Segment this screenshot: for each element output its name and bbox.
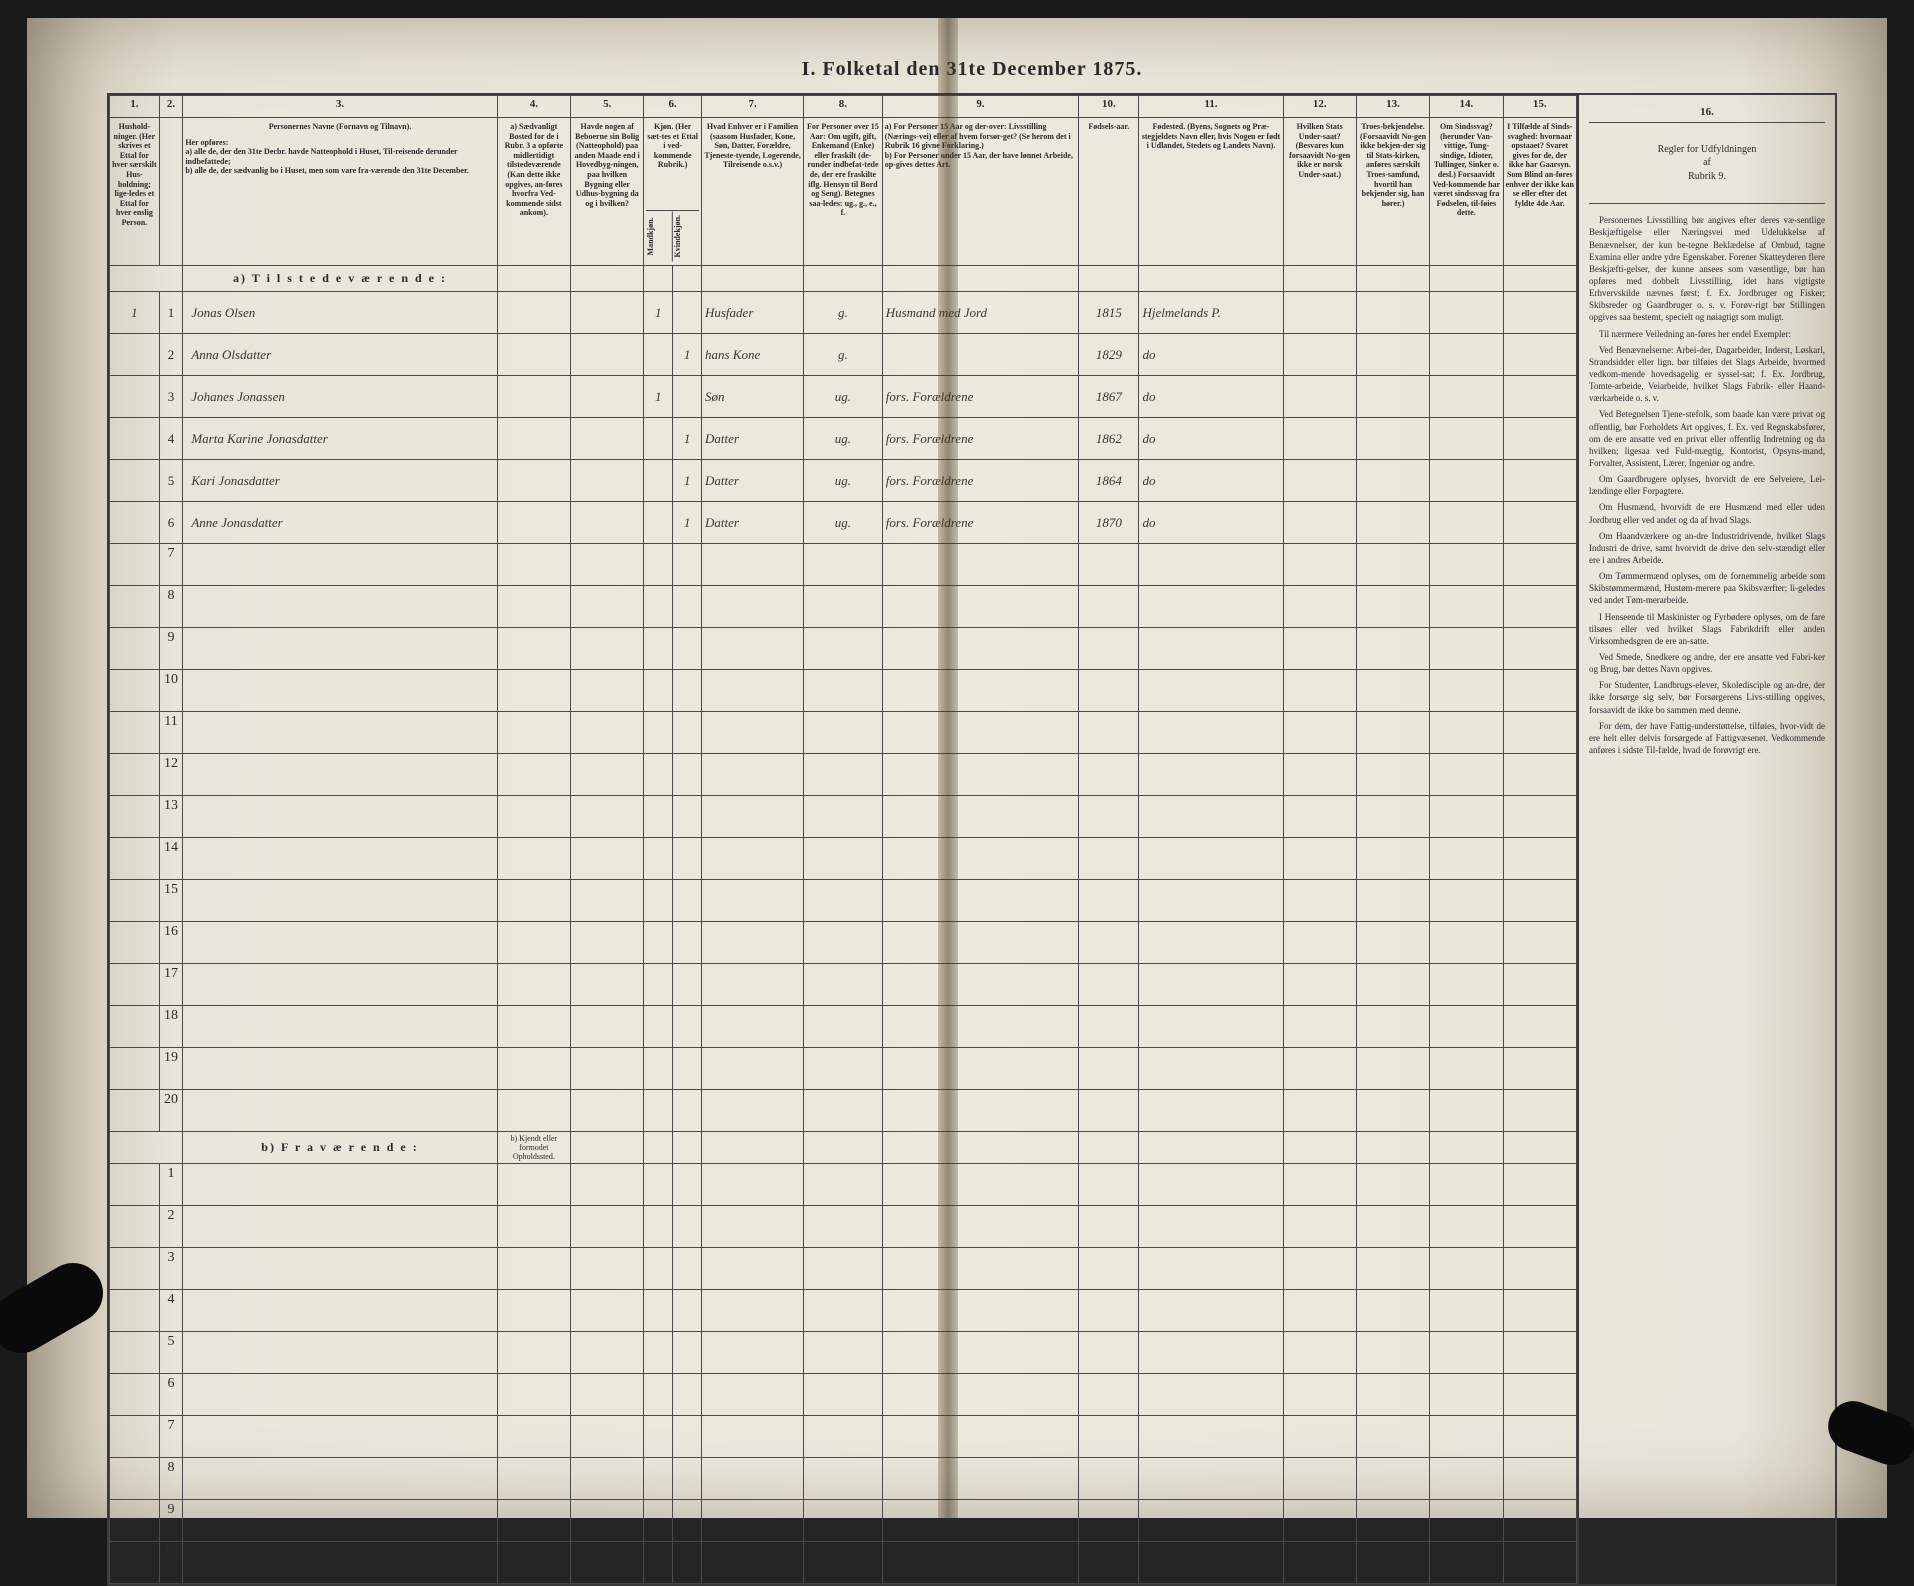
table-row: 3Johanes Jonassen1Sønug.fors. Forældrene… — [110, 376, 1577, 418]
ledger-table: 1. 2. 3. 4. 5. 6. 7. 8. 9. 10. 11. 12. 1… — [109, 95, 1577, 1584]
ledger-body: a) T i l s t e d e v æ r e n d e :11Jona… — [110, 266, 1577, 1584]
instruction-paragraph: For dem, der have Fattig-understøttelse,… — [1589, 720, 1825, 756]
book-spine — [938, 18, 958, 1518]
col-header: Troes-bekjendelse. (Forsaavidt No-gen ik… — [1356, 118, 1429, 266]
col-header: For Personer over 15 Aar: Om ugift, gift… — [804, 118, 883, 266]
col-header: a) For Personer 15 Aar og der-over: Livs… — [882, 118, 1078, 266]
col-header: Havde nogen af Beboerne sin Bolig (Natte… — [571, 118, 644, 266]
table-row: 15 — [110, 880, 1577, 922]
colnum: 11. — [1139, 96, 1283, 118]
col-header: a) Sædvanligt Bosted for de i Rubr. 3 a … — [497, 118, 570, 266]
colnum: 16. — [1589, 103, 1825, 123]
ledger-table-wrap: 1. 2. 3. 4. 5. 6. 7. 8. 9. 10. 11. 12. 1… — [107, 93, 1577, 1586]
instruction-paragraph: Om Gaardbrugere oplyses, hvorvidt de ere… — [1589, 473, 1825, 497]
instructions-col: 16. Regler for Udfyldningen af Rubrik 9.… — [1577, 93, 1837, 1586]
table-row: 7 — [110, 1416, 1577, 1458]
table-row: 18 — [110, 1006, 1577, 1048]
table-row: 2 — [110, 1206, 1577, 1248]
colnum: 13. — [1356, 96, 1429, 118]
instruction-paragraph: Om Tømmermænd oplyses, om de fornemmelig… — [1589, 570, 1825, 606]
col-header-male: Mandkjøn. — [646, 211, 672, 261]
col-header: Hvilken Stats Under-saat? (Besvares kun … — [1283, 118, 1356, 266]
table-row: 5Kari Jonasdatter1Datterug.fors. Forældr… — [110, 460, 1577, 502]
col-header: I Tilfælde af Sinds-svaghed: hvornaar op… — [1503, 118, 1576, 266]
table-row: 8 — [110, 1458, 1577, 1500]
col-header-title: Personernes Navne (Fornavn og Tilnavn). — [185, 122, 494, 132]
colnum: 10. — [1079, 96, 1139, 118]
colnum: 9. — [882, 96, 1078, 118]
table-row: 12 — [110, 754, 1577, 796]
col-header: Hvad Enhver er i Familien (saasom Husfad… — [701, 118, 803, 266]
table-row: 10 — [110, 670, 1577, 712]
col-header-kjon: Kjøn. (Her sæt-tes et Ettal i ved-kommen… — [646, 122, 699, 170]
table-row: 6 — [110, 1374, 1577, 1416]
table-row: 13 — [110, 796, 1577, 838]
table-row: 8 — [110, 586, 1577, 628]
col-header: Fødested. (Byens, Sognets og Præ-stegjel… — [1139, 118, 1283, 266]
table-row: 11Jonas Olsen1Husfaderg.Husmand med Jord… — [110, 292, 1577, 334]
colnum: 5. — [571, 96, 644, 118]
table-row: 11 — [110, 712, 1577, 754]
col-header-body: Her opføres: a) alle de, der den 31te De… — [185, 138, 494, 176]
colnum: 8. — [804, 96, 883, 118]
table-row: 4Marta Karine Jonasdatter1Datterug.fors.… — [110, 418, 1577, 460]
col-header: Hushold-ninger. (Her skrives et Ettal fo… — [110, 118, 160, 266]
colnum: 7. — [701, 96, 803, 118]
table-row: 4 — [110, 1290, 1577, 1332]
table-row: 5 — [110, 1332, 1577, 1374]
table-row: 20 — [110, 1090, 1577, 1132]
table-row: 9 — [110, 628, 1577, 670]
header-row: Hushold-ninger. (Her skrives et Ettal fo… — [110, 118, 1577, 266]
table-row: 1 — [110, 1164, 1577, 1206]
table-row: 14 — [110, 838, 1577, 880]
colnum: 4. — [497, 96, 570, 118]
scanner-thumb-left — [0, 1252, 114, 1364]
col-header: Personernes Navne (Fornavn og Tilnavn). … — [183, 118, 497, 266]
table-row: 7 — [110, 544, 1577, 586]
colnum: 2. — [159, 96, 183, 118]
instruction-paragraph: Om Husmænd, hvorvidt de ere Husmænd med … — [1589, 501, 1825, 525]
instruction-paragraph: Om Haandværkere og an-dre Industridriven… — [1589, 530, 1825, 566]
instruction-paragraph: Personernes Livsstilling bør angives eft… — [1589, 214, 1825, 323]
colnum: 3. — [183, 96, 497, 118]
table-row: 2Anna Olsdatter1hans Koneg.1829do — [110, 334, 1577, 376]
table-row: 3 — [110, 1248, 1577, 1290]
colnum: 1. — [110, 96, 160, 118]
instruction-paragraph: Ved Betegnelsen Tjene-stefolk, som baade… — [1589, 408, 1825, 469]
instruction-paragraph: Ved Benævnelserne: Arbei-der, Dagarbeide… — [1589, 344, 1825, 405]
col-header-female: Kvindekjøn. — [672, 211, 699, 261]
instructions-title: Regler for Udfyldningen af Rubrik 9. — [1589, 123, 1825, 205]
col-header: Kjøn. (Her sæt-tes et Ettal i ved-kommen… — [644, 118, 702, 266]
colnum: 14. — [1430, 96, 1503, 118]
section-b-row: b) F r a v æ r e n d e :b) Kjendt eller … — [110, 1132, 1577, 1164]
table-row: 17 — [110, 964, 1577, 1006]
instruction-paragraph: Til nærmere Veiledning an-føres her ende… — [1589, 328, 1825, 340]
col-header: Fødsels-aar. — [1079, 118, 1139, 266]
page-title: I. Folketal den 31te December 1875. — [107, 58, 1837, 81]
instructions-body: Personernes Livsstilling bør angives eft… — [1589, 214, 1825, 756]
table-row: 6Anne Jonasdatter1Datterug.fors. Forældr… — [110, 502, 1577, 544]
instruction-paragraph: For Studenter, Landbrugs-elever, Skoledi… — [1589, 679, 1825, 715]
colnum: 6. — [644, 96, 702, 118]
col-header — [159, 118, 183, 266]
table-row: 10 — [110, 1542, 1577, 1584]
instruction-paragraph: I Henseende til Maskinister og Fyrbødere… — [1589, 611, 1825, 647]
ledger-wrap: 1. 2. 3. 4. 5. 6. 7. 8. 9. 10. 11. 12. 1… — [107, 93, 1837, 1586]
ledger-book: I. Folketal den 31te December 1875. 1. 2… — [27, 18, 1887, 1518]
instruction-paragraph: Ved Smede, Snedkere og andre, der ere an… — [1589, 651, 1825, 675]
table-row: 16 — [110, 922, 1577, 964]
table-row: 19 — [110, 1048, 1577, 1090]
col-header: Om Sindssvag? (herunder Van-vittige, Tun… — [1430, 118, 1503, 266]
section-a-row: a) T i l s t e d e v æ r e n d e : — [110, 266, 1577, 292]
colnum: 15. — [1503, 96, 1576, 118]
colnum: 12. — [1283, 96, 1356, 118]
colnum-row: 1. 2. 3. 4. 5. 6. 7. 8. 9. 10. 11. 12. 1… — [110, 96, 1577, 118]
